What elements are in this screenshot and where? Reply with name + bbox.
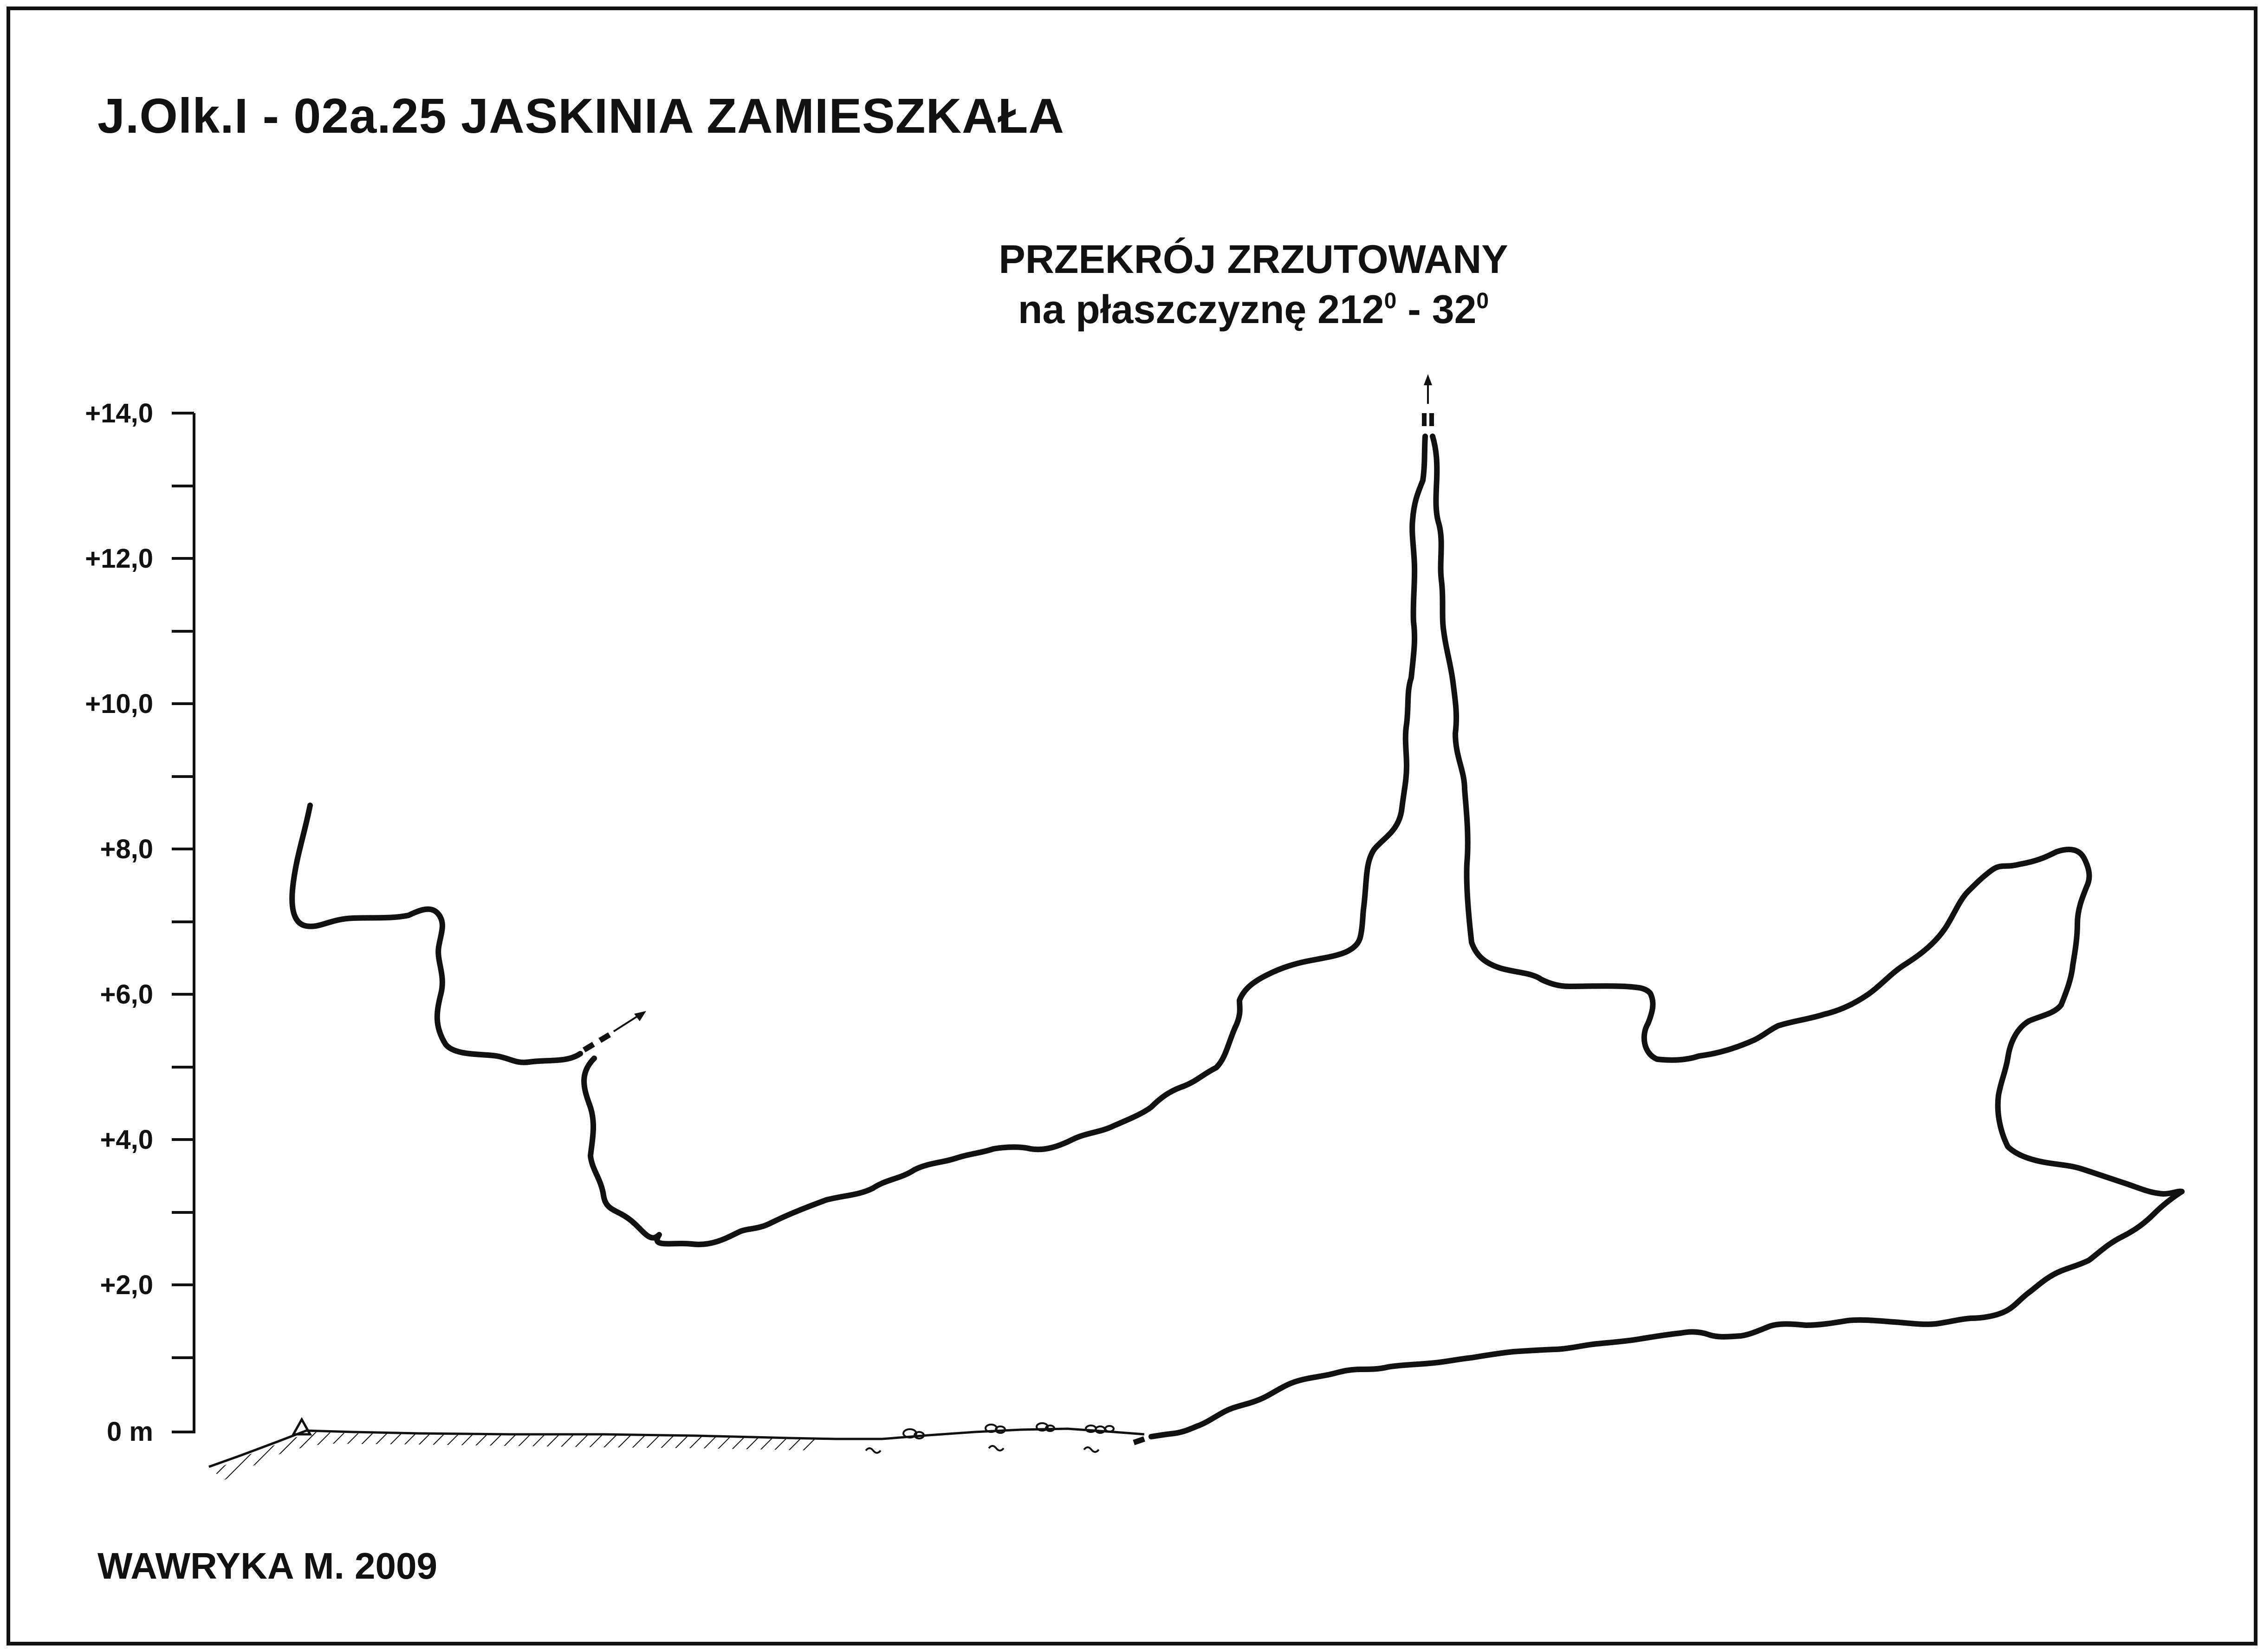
scale-label-14: +14,0 bbox=[85, 398, 153, 428]
scale-label-0: 0 m bbox=[107, 1417, 153, 1447]
ground-hatching bbox=[214, 1432, 817, 1481]
continuation-arrowhead-icon bbox=[634, 1011, 646, 1021]
scale-labels: +14,0 +12,0 +10,0 +8,0 +6,0 +4,0 +2,0 0 … bbox=[32, 0, 153, 1652]
scale-label-8: +8,0 bbox=[100, 834, 154, 864]
upper-ledge-outline bbox=[289, 803, 583, 1065]
projection-plane: na płaszczyznę 2120 - 320 bbox=[1018, 287, 1489, 332]
scale-label-6: +6,0 bbox=[100, 979, 154, 1010]
cave-passage-outline-right bbox=[1430, 434, 2185, 1197]
ground-surface-line bbox=[208, 1427, 1145, 1468]
author-credit: WAWRYKA M. 2009 bbox=[97, 1545, 437, 1587]
cave-title: J.Olk.I - 02a.25 JASKINIA ZAMIESZKAŁA bbox=[97, 89, 1064, 143]
section-type: PRZEKRÓJ ZRZUTOWANY bbox=[999, 237, 1508, 282]
survey-station-icon bbox=[291, 1417, 312, 1436]
degree-mark: 0 bbox=[1384, 289, 1397, 313]
scale-label-2: +2,0 bbox=[100, 1270, 154, 1300]
chimney-arrowhead-icon bbox=[1424, 374, 1432, 385]
scale-bar bbox=[172, 412, 195, 1433]
section-caption: PRZEKRÓJ ZRZUTOWANY na płaszczyznę 2120 … bbox=[915, 234, 1592, 335]
continuation-arrow bbox=[613, 1013, 642, 1032]
cave-passage-outline bbox=[581, 434, 1428, 1247]
entrance-dashed-floor bbox=[1127, 1436, 1145, 1447]
cave-floor-outline bbox=[1148, 1189, 2185, 1439]
degree-mark: 0 bbox=[1476, 289, 1489, 313]
drawing-frame bbox=[6, 6, 2258, 1646]
scale-label-12: +12,0 bbox=[85, 544, 153, 574]
clay-symbols bbox=[865, 1445, 1100, 1454]
scale-label-4: +4,0 bbox=[100, 1125, 154, 1155]
scale-label-10: +10,0 bbox=[85, 689, 153, 719]
rubble-stones bbox=[902, 1422, 1115, 1439]
passage-continuation bbox=[582, 1031, 612, 1053]
